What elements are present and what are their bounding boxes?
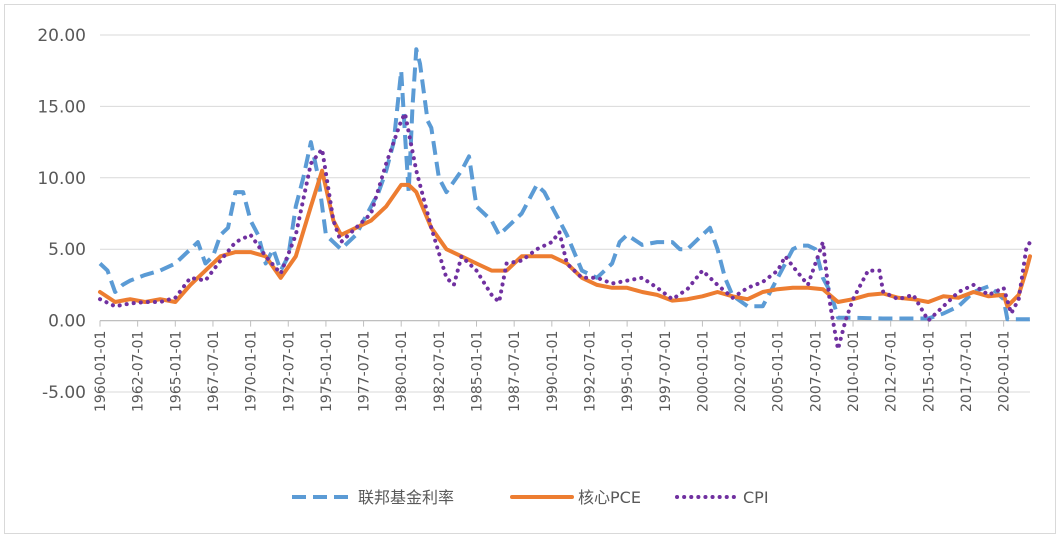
x-tick-label: 1975-01-01 [319, 331, 335, 412]
series-line [98, 168, 1032, 309]
y-tick-label: 5.00 [48, 240, 86, 260]
x-tick-label: 2000-01-01 [695, 331, 711, 412]
legend-label: CPI [743, 488, 769, 507]
x-tick-label: 1972-07-01 [281, 331, 297, 412]
legend-label: 联邦基金利率 [358, 488, 454, 507]
chart-frame [4, 4, 1056, 534]
series-line [98, 47, 1030, 322]
y-axis-ticks: 20.00 15.00 10.00 5.00 0.00 -5.00 [37, 26, 86, 403]
legend: 联邦基金利率 核心PCE CPI [292, 488, 769, 507]
x-tick-label: 1990-01-01 [545, 331, 561, 412]
x-tick-label: 1967-07-01 [206, 331, 222, 412]
x-axis-ticks: 1960-01-01 1962-07-01 1965-01-01 1967-07-01… [93, 320, 1013, 412]
x-tick-label: 2020-01-01 [997, 331, 1013, 412]
y-tick-label: 15.00 [37, 97, 86, 117]
y-tick-label: 10.00 [37, 169, 86, 189]
x-tick-label: 2015-01-01 [921, 331, 937, 412]
y-tick-label: 0.00 [48, 312, 86, 332]
x-tick-label: 1985-01-01 [470, 331, 486, 412]
x-tick-label: 1980-01-01 [394, 331, 410, 412]
x-tick-label: 1960-01-01 [93, 331, 109, 412]
x-tick-label: 2005-01-01 [771, 331, 787, 412]
series-line [98, 111, 1032, 352]
x-tick-label: 1982-07-01 [432, 331, 448, 412]
x-tick-label: 2007-07-01 [808, 331, 824, 412]
x-tick-label: 1962-07-01 [131, 331, 147, 412]
x-tick-label: 1987-07-01 [507, 331, 523, 412]
x-tick-label: 1965-01-01 [168, 331, 184, 412]
series-lines [98, 47, 1032, 352]
x-tick-label: 1977-07-01 [357, 331, 373, 412]
x-tick-label: 1970-01-01 [244, 331, 260, 412]
x-tick-label: 2010-01-01 [846, 331, 862, 412]
legend-label: 核心PCE [578, 488, 641, 507]
x-tick-label: 1992-07-01 [582, 331, 598, 412]
y-tick-label: -5.00 [42, 383, 86, 403]
x-tick-label: 2002-07-01 [733, 331, 749, 412]
x-tick-label: 1995-01-01 [620, 331, 636, 412]
x-tick-label: 1997-07-01 [658, 331, 674, 412]
y-tick-label: 20.00 [37, 26, 86, 46]
x-tick-label: 2012-07-01 [884, 331, 900, 412]
x-tick-label: 2017-07-01 [959, 331, 975, 412]
